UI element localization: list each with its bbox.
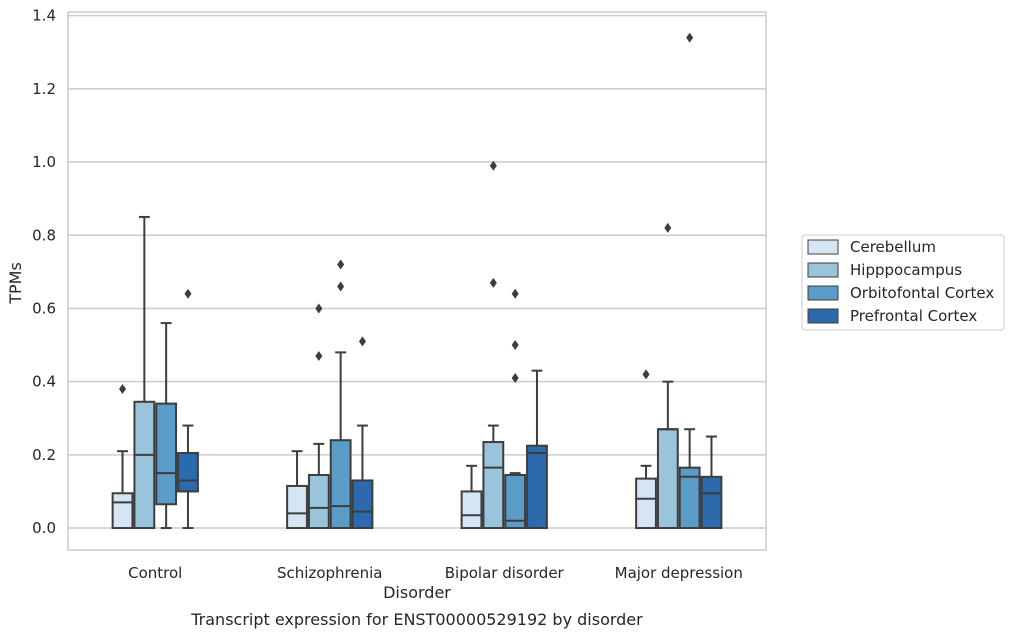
x-tick-label: Schizophrenia (277, 564, 382, 582)
box-body (678, 466, 701, 530)
y-tick-label: 0.0 (32, 519, 56, 537)
legend-swatch (807, 239, 839, 255)
y-tick-label: 0.6 (32, 299, 56, 317)
box-series (111, 32, 723, 530)
box-3-3 (700, 435, 723, 530)
box-body (504, 473, 527, 530)
outlier-point (511, 372, 519, 383)
legend-label: Cerebellum (850, 238, 936, 256)
outlier-point (119, 383, 127, 394)
box-body (700, 475, 723, 530)
plot-area-frame (67, 11, 767, 551)
box-body (133, 400, 156, 530)
outlier-point (686, 32, 694, 43)
box-body (351, 479, 374, 530)
outlier-point (664, 222, 672, 233)
box-2-1 (329, 259, 352, 530)
box-1-1 (307, 303, 330, 530)
box-body (329, 439, 352, 530)
outlier-point (511, 288, 519, 299)
legend-swatch (807, 285, 839, 301)
legend-swatch (807, 308, 839, 324)
outlier-point (489, 160, 497, 171)
box-body (177, 452, 199, 493)
box-1-0 (133, 215, 156, 530)
box-body (307, 473, 330, 530)
box-2-0 (155, 322, 178, 530)
box-2-2 (504, 288, 527, 530)
box-body (635, 477, 657, 530)
box-body (526, 444, 548, 530)
x-tick-label: Control (128, 564, 182, 582)
box-body (656, 428, 679, 530)
box-0-0 (111, 383, 134, 530)
outlier-point (511, 340, 519, 351)
box-3-0 (177, 288, 199, 530)
box-3-1 (351, 336, 374, 530)
box-body (482, 441, 505, 530)
box-0-3 (635, 369, 657, 530)
outlier-point (489, 277, 497, 288)
x-axis-ticks: Control Schizophrenia Bipolar disorder Majo… (128, 564, 743, 582)
outlier-point (358, 336, 366, 347)
y-tick-label: 0.4 (32, 373, 56, 391)
legend-frame (801, 234, 1005, 331)
x-tick-label: Bipolar disorder (445, 564, 565, 582)
box-2-3 (678, 32, 701, 530)
x-tick-label: Major depression (615, 564, 743, 582)
y-axis-ticks: 0.0 0.2 0.4 0.6 0.8 1.0 1.2 1.4 (32, 7, 56, 537)
outlier-point (642, 369, 650, 380)
y-tick-label: 1.2 (32, 80, 56, 98)
legend-swatch (807, 262, 839, 278)
y-axis-title: TPMs (6, 262, 25, 305)
y-tick-label: 0.2 (32, 446, 56, 464)
legend-label: Prefrontal Cortex (850, 307, 977, 325)
outlier-point (337, 259, 345, 270)
outlier-point (337, 281, 345, 292)
legend: Cerebellum Hipppocampus Orbitofontal Corte… (801, 234, 1005, 331)
legend-label: Hipppocampus (850, 261, 962, 279)
box-body (460, 490, 483, 530)
outlier-point (184, 288, 192, 299)
box-0-1 (286, 450, 308, 530)
box-body (111, 492, 134, 530)
y-tick-label: 1.4 (32, 7, 56, 25)
box-1-3 (656, 222, 679, 530)
y-tick-label: 0.8 (32, 226, 56, 244)
box-body (155, 402, 178, 506)
box-0-2 (460, 464, 483, 530)
y-tick-label: 1.0 (32, 153, 56, 171)
outlier-point (315, 351, 323, 362)
chart-caption: Transcript expression for ENST0000052919… (190, 610, 643, 629)
box-1-2 (482, 160, 505, 530)
x-axis-title: Disorder (383, 583, 451, 602)
legend-label: Orbitofontal Cortex (850, 284, 994, 302)
box-body (286, 484, 308, 530)
box-3-2 (526, 369, 548, 530)
outlier-point (315, 303, 323, 314)
